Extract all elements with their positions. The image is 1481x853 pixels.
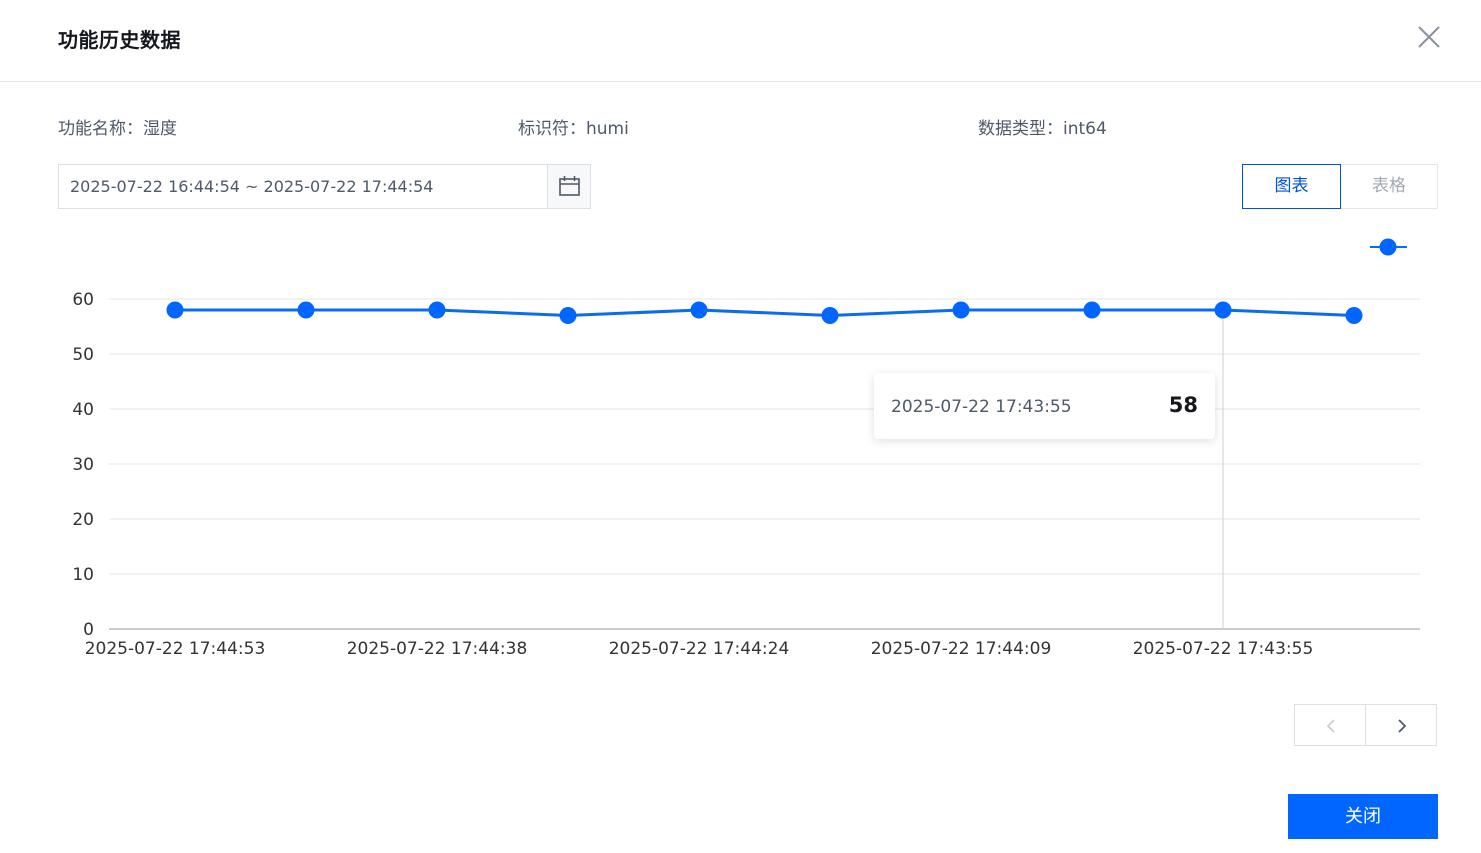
chevron-left-icon <box>1326 719 1335 733</box>
y-tick-label: 0 <box>83 620 94 640</box>
meta-data-type: 数据类型：int64 <box>978 119 1107 139</box>
tab-chart[interactable]: 图表 <box>1242 164 1341 209</box>
data-point <box>821 307 839 324</box>
date-range-picker[interactable]: 2025-07-22 16:44:54 ~ 2025-07-22 17:44:5… <box>58 164 591 209</box>
y-tick-label: 10 <box>72 565 94 585</box>
data-point <box>1083 301 1101 319</box>
data-point <box>952 301 970 319</box>
data-point <box>166 301 184 319</box>
date-range-value[interactable]: 2025-07-22 16:44:54 ~ 2025-07-22 17:44:5… <box>70 177 434 196</box>
x-tick-label: 2025-07-22 17:44:38 <box>347 639 528 659</box>
y-tick-label: 60 <box>72 290 94 310</box>
tooltip-value: 58 <box>1168 393 1198 417</box>
tooltip-time: 2025-07-22 17:43:55 <box>891 397 1072 417</box>
data-point <box>297 301 315 319</box>
meta-identifier: 标识符：humi <box>518 119 629 139</box>
meta-function-name: 功能名称：湿度 <box>58 119 177 139</box>
humidity-line-chart: 0 10 20 30 40 50 60 2025-07-22 17:44:53 2025-07-… <box>72 238 1420 659</box>
prev-page-button[interactable] <box>1294 704 1366 746</box>
data-point <box>559 307 577 324</box>
close-icon[interactable] <box>1412 20 1446 54</box>
close-button[interactable]: 关闭 <box>1288 794 1438 839</box>
dialog-header: 功能历史数据 <box>0 0 1481 82</box>
x-tick-label: 2025-07-22 17:43:55 <box>1133 639 1314 659</box>
y-tick-label: 20 <box>72 510 94 530</box>
y-tick-label: 30 <box>72 455 94 475</box>
x-tick-label: 2025-07-22 17:44:09 <box>871 639 1052 659</box>
tab-table[interactable]: 表格 <box>1340 164 1438 209</box>
series-line <box>175 308 1355 318</box>
data-point <box>1214 301 1232 319</box>
legend-marker <box>1379 238 1397 256</box>
next-page-button[interactable] <box>1365 704 1437 746</box>
data-point <box>1345 307 1363 324</box>
data-point <box>428 301 446 319</box>
chevron-right-icon <box>1398 719 1407 733</box>
x-tick-label: 2025-07-22 17:44:24 <box>609 639 790 659</box>
y-tick-label: 40 <box>72 400 94 420</box>
x-tick-label: 2025-07-22 17:44:53 <box>85 639 266 659</box>
y-tick-label: 50 <box>72 345 94 365</box>
data-point <box>690 301 708 319</box>
dialog-title: 功能历史数据 <box>58 28 181 52</box>
calendar-icon[interactable] <box>547 165 590 208</box>
chart-tooltip: 2025-07-22 17:43:55 58 <box>874 373 1215 439</box>
